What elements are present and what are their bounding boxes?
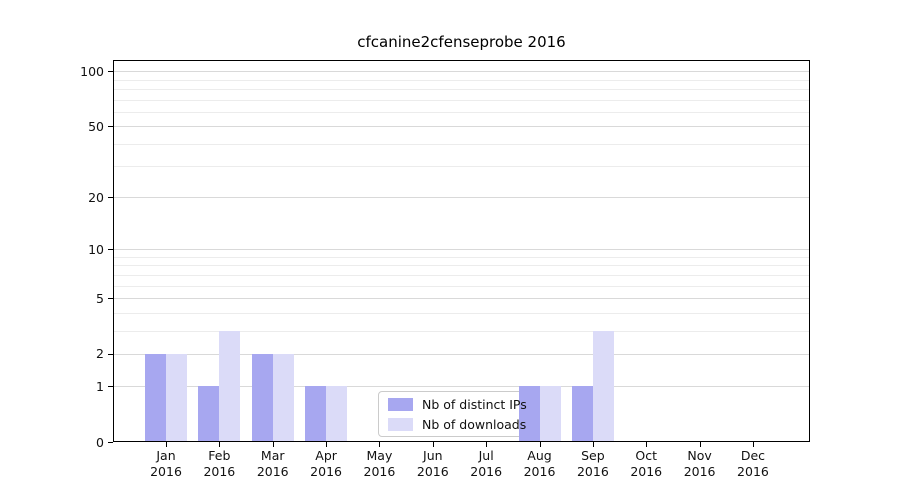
y-tick-label: 10	[88, 241, 104, 257]
gridline-minor	[114, 143, 809, 145]
gridline-major	[114, 126, 809, 128]
gridline-minor	[114, 274, 809, 276]
x-tick-label: Oct 2016	[630, 448, 663, 479]
x-tick-label: Feb 2016	[203, 448, 236, 479]
x-tick-label: Jul 2016	[470, 448, 503, 479]
y-axis-tick	[108, 71, 113, 73]
gridline-major	[114, 71, 809, 73]
x-axis-tick	[699, 442, 701, 447]
gridline-minor	[114, 79, 809, 81]
legend-label: Nb of distinct IPs	[422, 396, 527, 412]
x-axis-tick	[752, 442, 754, 447]
y-tick-label: 100	[80, 63, 104, 79]
gridline-minor	[114, 88, 809, 90]
x-axis-tick	[646, 442, 648, 447]
legend-swatch-icon	[388, 397, 413, 411]
x-tick-label: Jan 2016	[150, 448, 182, 479]
y-tick-label: 50	[88, 118, 104, 134]
y-axis-tick	[108, 249, 113, 251]
gridline-major	[114, 386, 809, 388]
x-axis-tick	[166, 442, 167, 447]
gridline-minor	[114, 265, 809, 267]
y-axis-tick	[108, 442, 113, 443]
x-tick-label: May 2016	[363, 448, 396, 479]
y-tick-label: 20	[88, 189, 104, 205]
x-tick-label: Nov 2016	[683, 448, 716, 479]
bar-downloads	[539, 386, 561, 441]
bar-downloads	[166, 353, 187, 441]
bar-distinct-ips	[305, 386, 327, 441]
bar-downloads	[326, 386, 348, 441]
gridline-major	[114, 249, 809, 251]
y-axis-tick	[108, 298, 113, 300]
x-axis-tick	[326, 442, 328, 447]
gridline-minor	[114, 166, 809, 168]
legend-swatch-icon	[388, 417, 413, 431]
chart-title: cfcanine2cfenseprobe 2016	[357, 33, 566, 51]
bar-distinct-ips	[571, 386, 593, 441]
bar-distinct-ips	[145, 353, 166, 441]
bar-distinct-ips	[251, 353, 273, 441]
x-axis-tick	[486, 442, 488, 447]
y-axis-tick	[108, 353, 113, 355]
y-tick-label: 5	[96, 290, 104, 306]
bar-downloads	[592, 330, 614, 441]
x-tick-label: Sep 2016	[576, 448, 609, 479]
gridline-minor	[114, 111, 809, 113]
gridline-minor	[114, 285, 809, 287]
legend-row: Nb of downloads	[388, 416, 526, 432]
x-tick-label: Dec 2016	[737, 448, 769, 479]
gridline-major	[114, 197, 809, 199]
x-tick-label: Mar 2016	[256, 448, 289, 479]
bar-downloads	[219, 330, 241, 441]
x-axis-tick	[592, 442, 594, 447]
y-tick-label: 0	[96, 434, 104, 450]
axis-frame	[113, 60, 810, 442]
y-tick-label: 2	[96, 346, 104, 362]
y-axis-tick	[108, 197, 113, 199]
bar-distinct-ips	[518, 386, 540, 441]
bar-distinct-ips	[198, 386, 220, 441]
x-tick-label: Apr 2016	[310, 448, 342, 479]
gridline-major	[114, 298, 809, 300]
x-tick-label: Jun 2016	[416, 448, 449, 479]
gridline-major	[114, 353, 809, 355]
gridline-minor	[114, 257, 809, 258]
y-axis-tick	[108, 126, 113, 128]
x-axis-tick	[539, 442, 541, 447]
legend-label: Nb of downloads	[422, 416, 527, 432]
x-axis-tick	[379, 442, 381, 447]
bar-downloads	[272, 353, 294, 441]
legend-row: Nb of distinct IPs	[388, 396, 527, 412]
x-tick-label: Aug 2016	[523, 448, 556, 479]
gridline-minor	[114, 99, 809, 101]
y-tick-label: 1	[96, 378, 104, 394]
gridline-minor	[114, 312, 809, 314]
x-axis-tick	[272, 442, 274, 447]
x-axis-tick	[432, 442, 434, 447]
gridline-minor	[114, 330, 809, 332]
y-axis-tick	[108, 386, 113, 388]
x-axis-tick	[219, 442, 221, 447]
